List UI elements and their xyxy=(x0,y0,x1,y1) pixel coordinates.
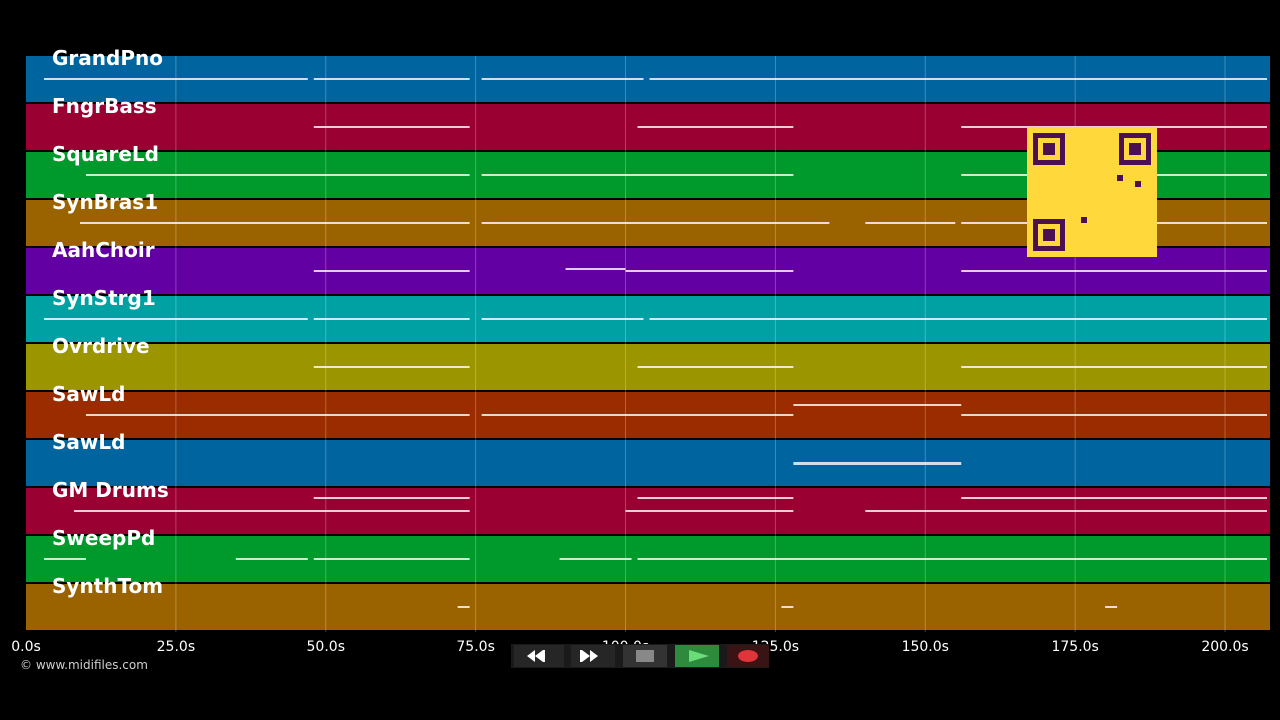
note-lane xyxy=(313,366,1268,368)
qr-code-icon xyxy=(1033,133,1151,251)
note xyxy=(481,222,830,224)
record-icon xyxy=(738,650,758,662)
note xyxy=(961,497,1268,499)
note xyxy=(313,126,470,128)
note-lane xyxy=(43,558,1268,560)
tick-label: 25.0s xyxy=(156,639,196,655)
note xyxy=(313,366,470,368)
note-lane xyxy=(85,404,1268,416)
qr-code xyxy=(1027,127,1157,257)
note xyxy=(43,78,308,80)
fast-forward-button[interactable] xyxy=(571,645,615,667)
qr-module xyxy=(1081,217,1087,223)
tick-label: 0.0s xyxy=(11,639,41,655)
note xyxy=(637,558,1268,560)
play-button[interactable] xyxy=(675,645,719,667)
note xyxy=(313,270,470,272)
note xyxy=(649,78,1268,80)
play-icon xyxy=(689,650,709,662)
track-name: SweepPd xyxy=(52,526,156,550)
note xyxy=(73,510,470,512)
note-lane xyxy=(73,497,1268,512)
qr-module xyxy=(1129,143,1141,155)
copyright-text: © www.midifiles.com xyxy=(20,658,148,672)
note xyxy=(481,174,794,176)
note xyxy=(637,126,794,128)
note xyxy=(79,222,470,224)
track-lane[interactable]: GM Drums xyxy=(26,478,1270,534)
note xyxy=(313,558,470,560)
track-name: SawLd xyxy=(52,430,126,454)
note xyxy=(43,558,86,560)
tick-label: 50.0s xyxy=(306,639,345,655)
note xyxy=(625,510,794,512)
qr-module xyxy=(1135,181,1141,187)
track-lane[interactable]: SawLd xyxy=(26,430,1270,486)
stop-button[interactable] xyxy=(623,645,667,667)
track-name: SynBras1 xyxy=(52,190,159,214)
tick-label: 175.0s xyxy=(1051,639,1099,655)
note-lane xyxy=(457,606,1118,608)
track-lane[interactable]: SweepPd xyxy=(26,526,1270,582)
note xyxy=(565,268,626,270)
note xyxy=(481,318,644,320)
track-name: FngrBass xyxy=(52,94,157,118)
note xyxy=(865,222,956,224)
track-name: SynthTom xyxy=(52,574,164,598)
note xyxy=(313,497,470,499)
note xyxy=(235,558,308,560)
note xyxy=(1105,606,1118,608)
note xyxy=(961,270,1268,272)
note xyxy=(793,404,962,406)
track-name: GrandPno xyxy=(52,46,163,70)
record-button[interactable] xyxy=(727,645,769,667)
note xyxy=(313,318,470,320)
tick-label: 150.0s xyxy=(901,639,949,655)
note xyxy=(625,270,794,272)
note xyxy=(313,78,470,80)
note xyxy=(559,558,632,560)
note-lane xyxy=(43,318,1268,320)
rewind-button[interactable] xyxy=(514,645,564,667)
note xyxy=(457,606,470,608)
track-name: SquareLd xyxy=(52,142,159,166)
note xyxy=(865,510,1268,512)
stop-icon xyxy=(636,650,654,662)
track-name: AahChoir xyxy=(52,238,155,262)
note xyxy=(649,318,1268,320)
note xyxy=(793,462,962,465)
rewind-icon xyxy=(527,650,545,662)
note-lane xyxy=(313,268,1268,272)
qr-module xyxy=(1043,229,1055,241)
note xyxy=(961,414,1268,416)
fast-forward-icon xyxy=(580,650,598,662)
transport-controls xyxy=(511,644,769,668)
note-lane xyxy=(793,462,962,465)
qr-module xyxy=(1117,175,1123,181)
track-lane[interactable]: SawLd xyxy=(26,382,1270,438)
track-name: SynStrg1 xyxy=(52,286,156,310)
note xyxy=(637,497,794,499)
note xyxy=(481,414,794,416)
note xyxy=(85,414,470,416)
note xyxy=(85,174,470,176)
track-list: GrandPno FngrBass SquareLd SynBras1 AahChoir… xyxy=(26,46,1270,632)
note-lane xyxy=(43,78,1268,80)
note xyxy=(43,318,308,320)
note xyxy=(961,366,1268,368)
tick-label: 75.0s xyxy=(456,639,495,655)
track-name: Ovrdrive xyxy=(52,334,150,358)
note xyxy=(481,78,644,80)
track-lane[interactable]: SynthTom xyxy=(26,574,1270,630)
tick-label: 200.0s xyxy=(1201,639,1249,655)
note xyxy=(781,606,794,608)
track-name: SawLd xyxy=(52,382,126,406)
track-lane[interactable]: SynStrg1 xyxy=(26,286,1270,342)
track-name: GM Drums xyxy=(52,478,169,502)
track-lane[interactable]: GrandPno xyxy=(26,46,1270,102)
track-lane[interactable]: Ovrdrive xyxy=(26,334,1270,390)
qr-module xyxy=(1043,143,1055,155)
note xyxy=(637,366,794,368)
